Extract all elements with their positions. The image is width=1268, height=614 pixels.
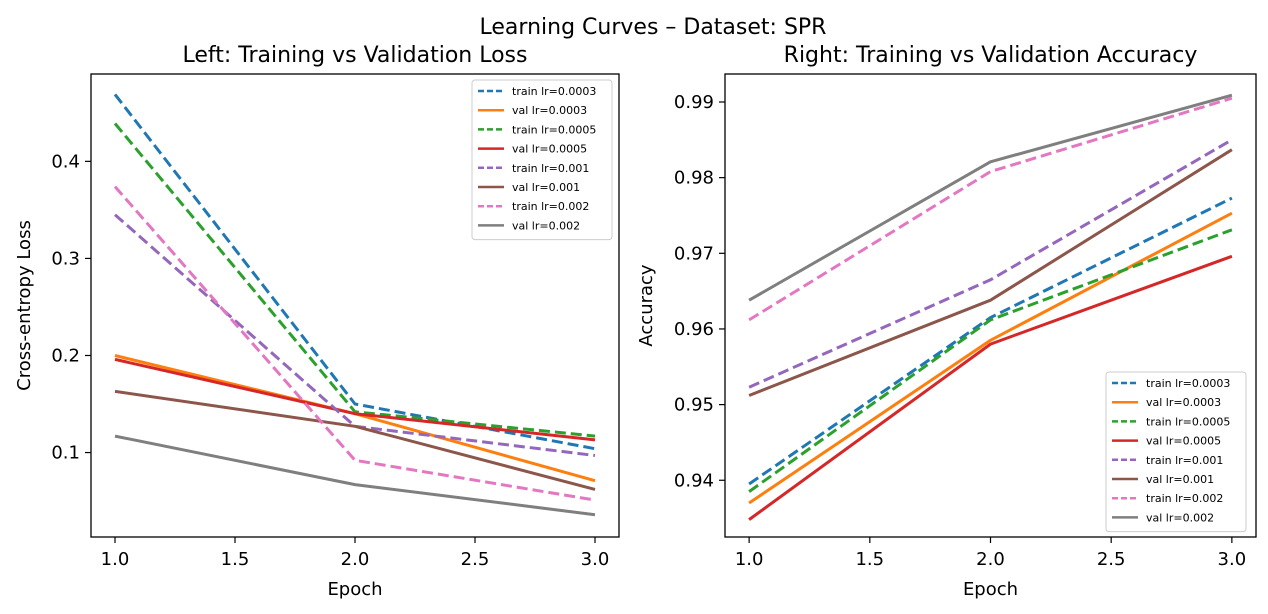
y-tick-label: 0.3 bbox=[51, 248, 80, 269]
x-tick-label: 1.5 bbox=[221, 549, 250, 570]
y-tick-label: 0.98 bbox=[674, 168, 714, 189]
series-line-6 bbox=[748, 148, 1233, 397]
legend-box bbox=[471, 79, 613, 241]
legend-box bbox=[1105, 371, 1247, 533]
legend-entry: train lr=0.001 bbox=[1146, 454, 1223, 467]
legend-entry: val lr=0.002 bbox=[1146, 511, 1214, 524]
y-tick-label: 0.4 bbox=[51, 151, 80, 172]
series-line-4 bbox=[748, 254, 1233, 521]
chart-title: Left: Training vs Validation Loss bbox=[183, 43, 528, 68]
accuracy-chart-panel: Right: Training vs Validation Accuracy 1.… bbox=[636, 43, 1257, 600]
chart-legend: train lr=0.0003 val lr=0.0003 train lr=0.0… bbox=[1105, 371, 1247, 533]
series-line-3 bbox=[113, 122, 596, 438]
legend-entry: val lr=0.002 bbox=[512, 219, 580, 232]
y-tick-label: 0.95 bbox=[674, 395, 714, 416]
y-axis-label: Accuracy bbox=[636, 264, 657, 347]
y-tick-label: 0.97 bbox=[674, 243, 714, 264]
series-line-2 bbox=[748, 211, 1233, 505]
legend-entry: val lr=0.0005 bbox=[512, 143, 587, 156]
x-axis-label: Epoch bbox=[327, 579, 382, 600]
legend-entry: train lr=0.001 bbox=[512, 162, 589, 175]
series-line-5 bbox=[748, 138, 1233, 389]
y-tick-label: 0.96 bbox=[674, 319, 714, 340]
legend-entry: val lr=0.0005 bbox=[1146, 435, 1221, 448]
legend-entry: train lr=0.002 bbox=[1146, 492, 1223, 505]
series-line-4 bbox=[114, 357, 596, 442]
chart-title: Right: Training vs Validation Accuracy bbox=[784, 43, 1198, 68]
y-tick-label: 0.99 bbox=[674, 92, 714, 113]
legend-entry: val lr=0.001 bbox=[512, 181, 580, 194]
x-tick-label: 3.0 bbox=[581, 549, 610, 570]
series-line-3 bbox=[748, 228, 1233, 493]
series-line-1 bbox=[748, 196, 1233, 486]
legend-entry: train lr=0.0005 bbox=[512, 123, 596, 136]
series-line-6 bbox=[114, 389, 596, 491]
legend-entry: val lr=0.001 bbox=[1146, 473, 1214, 486]
y-tick-label: 0.94 bbox=[674, 470, 714, 491]
legend-entry: train lr=0.002 bbox=[512, 200, 589, 213]
series-line-8 bbox=[748, 93, 1233, 302]
x-tick-label: 2.5 bbox=[1097, 549, 1126, 570]
series-line-1 bbox=[113, 93, 596, 451]
x-tick-label: 1.5 bbox=[855, 549, 884, 570]
y-tick-label: 0.2 bbox=[51, 345, 80, 366]
series-line-8 bbox=[114, 434, 596, 517]
figure-suptitle: Learning Curves – Dataset: SPR bbox=[480, 15, 827, 40]
x-tick-label: 2.0 bbox=[976, 549, 1005, 570]
x-tick-label: 1.0 bbox=[101, 549, 130, 570]
legend-entry: train lr=0.0003 bbox=[1146, 377, 1230, 390]
x-tick-label: 2.5 bbox=[461, 549, 490, 570]
x-tick-label: 1.0 bbox=[735, 549, 764, 570]
legend-entry: train lr=0.0005 bbox=[1146, 415, 1230, 428]
y-axis-label: Cross-entropy Loss bbox=[14, 220, 35, 391]
legend-entry: val lr=0.0003 bbox=[1146, 396, 1221, 409]
y-tick-label: 0.1 bbox=[51, 443, 80, 464]
x-tick-label: 2.0 bbox=[341, 549, 370, 570]
x-axis-label: Epoch bbox=[963, 579, 1018, 600]
x-tick-label: 3.0 bbox=[1218, 549, 1247, 570]
legend-entry: val lr=0.0003 bbox=[512, 104, 587, 117]
legend-entry: train lr=0.0003 bbox=[512, 85, 596, 98]
series-line-7 bbox=[113, 185, 596, 502]
chart-legend: train lr=0.0003 val lr=0.0003 train lr=0.0… bbox=[471, 79, 613, 241]
series-line-7 bbox=[748, 96, 1233, 322]
loss-chart-panel: Left: Training vs Validation Loss 1.0 1.5 2… bbox=[14, 43, 620, 600]
series-line-5 bbox=[114, 213, 596, 457]
